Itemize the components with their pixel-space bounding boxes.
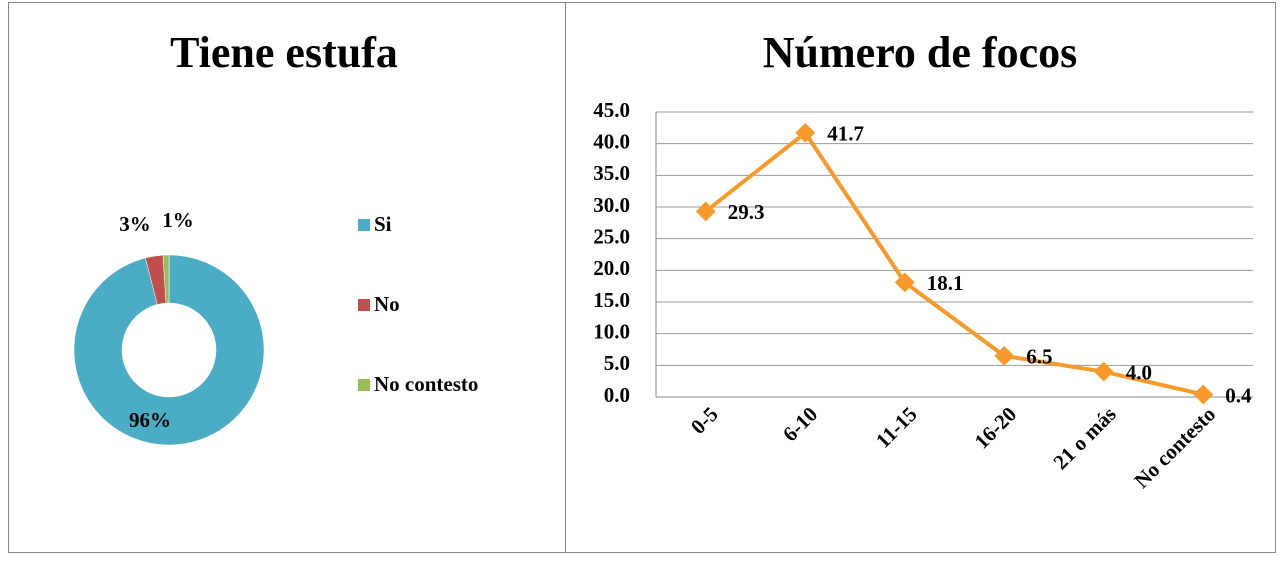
marker xyxy=(1193,384,1214,405)
x-tick-label: No contesto xyxy=(1129,402,1220,493)
legend-label: Si xyxy=(374,212,392,236)
data-label: 3% xyxy=(119,212,151,236)
data-label: 6.5 xyxy=(1026,345,1052,369)
donut-slice xyxy=(162,254,170,304)
legend-label: No contesto xyxy=(374,372,479,396)
panel-border xyxy=(565,2,1276,553)
y-tick-label: 15.0 xyxy=(593,288,630,312)
y-tick-label: 40.0 xyxy=(593,129,630,153)
x-tick-label: 16-20 xyxy=(970,402,1022,454)
panel-border xyxy=(8,2,566,553)
marker xyxy=(1093,361,1114,382)
x-tick-label: 6-10 xyxy=(778,402,822,446)
data-label: 29.3 xyxy=(728,200,765,224)
data-label: 18.1 xyxy=(927,271,964,295)
legend-label: No xyxy=(374,292,400,316)
marker xyxy=(994,345,1015,366)
legend-swatch xyxy=(358,379,370,391)
y-tick-label: 0.0 xyxy=(604,383,630,407)
y-tick-label: 20.0 xyxy=(593,256,630,280)
data-label: 0.4 xyxy=(1225,383,1252,407)
y-tick-label: 35.0 xyxy=(593,161,630,185)
y-tick-label: 25.0 xyxy=(593,224,630,248)
marker xyxy=(894,272,915,293)
y-tick-label: 30.0 xyxy=(593,193,630,217)
data-label: 41.7 xyxy=(827,122,864,146)
data-label: 1% xyxy=(162,208,194,232)
legend-swatch xyxy=(358,219,370,231)
y-tick-label: 5.0 xyxy=(604,351,630,375)
data-label: 4.0 xyxy=(1126,360,1152,384)
x-tick-label: 21 o más xyxy=(1048,402,1120,474)
y-tick-label: 45.0 xyxy=(593,98,630,122)
x-tick-label: 0-5 xyxy=(686,402,723,439)
x-tick-label: 11-15 xyxy=(871,402,922,453)
y-tick-label: 10.0 xyxy=(593,319,630,343)
donut-slice xyxy=(73,254,265,446)
chart-title: Tiene estufa xyxy=(170,28,398,77)
data-label: 96% xyxy=(129,408,171,432)
chart-title: Número de focos xyxy=(763,28,1077,77)
line xyxy=(704,130,1204,397)
legend-swatch xyxy=(358,299,370,311)
